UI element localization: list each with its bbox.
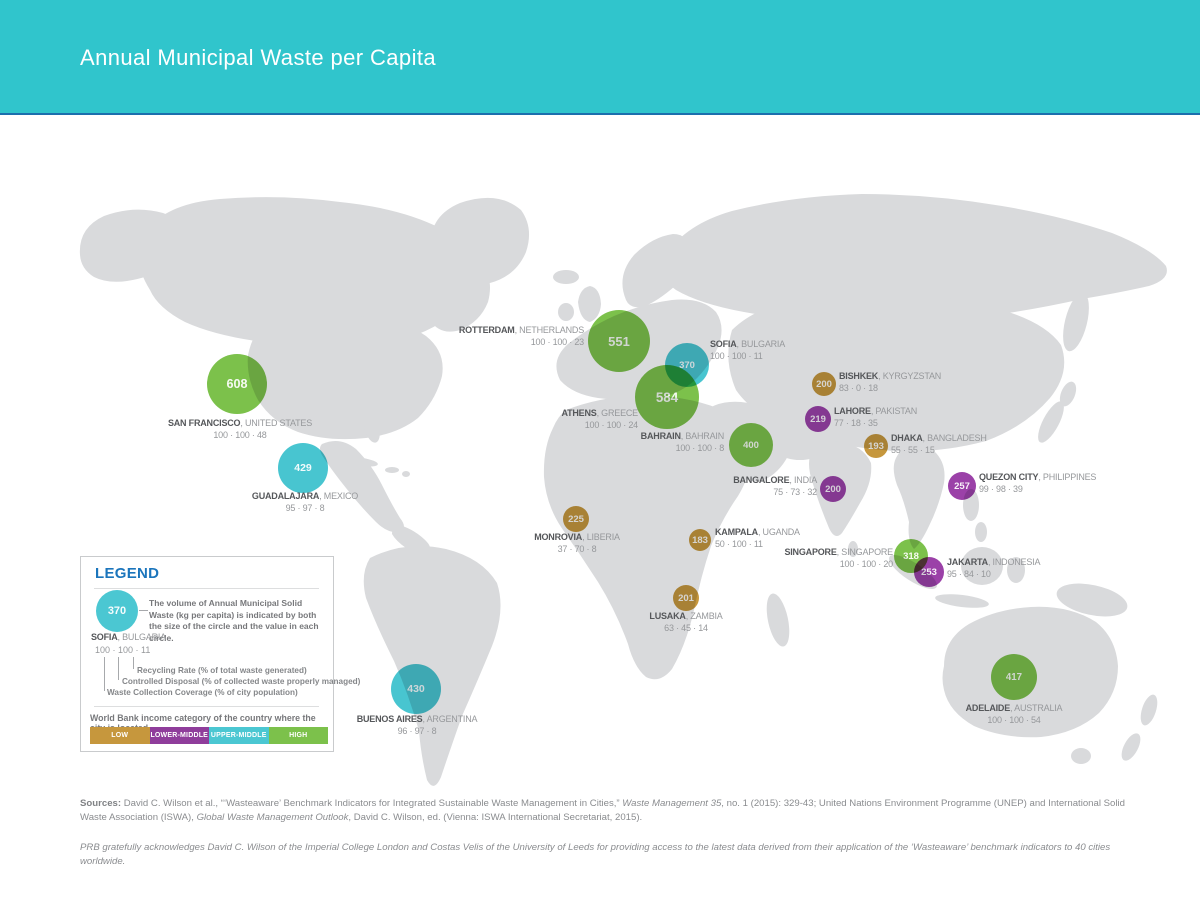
legend-metric-disposal: Controlled Disposal (% of collected wast… [122, 677, 361, 686]
acknowledgement-text: PRB gratefully acknowledges David C. Wil… [80, 842, 1111, 868]
income-segment-lower-middle: LOWER-MIDDLE [149, 727, 209, 744]
city-label-athens: ATHENS, GREECE 100 · 100 · 24 [561, 408, 638, 430]
legend-example-stats: 100 · 100 · 11 [95, 645, 151, 655]
city-bubble-monrovia: 225 [563, 506, 589, 532]
income-segment-upper-middle: UPPER-MIDDLE [209, 727, 269, 744]
city-label-lusaka: LUSAKA, ZAMBIA 63 · 45 · 14 [649, 611, 723, 633]
city-label-dhaka: DHAKA, BANGLADESH 55 · 55 · 15 [891, 433, 987, 455]
city-bubble-bishkek: 200 [812, 372, 836, 396]
city-bubble-san-francisco: 608 [207, 354, 267, 414]
page-title: Annual Municipal Waste per Capita [80, 45, 437, 70]
city-bubble-jakarta: 253 [914, 557, 944, 587]
city-bubble-lusaka: 201 [673, 585, 699, 611]
city-label-kampala: KAMPALA, UGANDA 50 · 100 · 11 [715, 527, 800, 549]
legend-metric-coverage: Waste Collection Coverage (% of city pop… [107, 688, 298, 697]
city-label-buenos-aires: BUENOS AIRES, ARGENTINA 96 · 97 · 8 [356, 714, 478, 736]
city-label-singapore: SINGAPORE, SINGAPORE 100 · 100 · 20 [784, 547, 893, 569]
legend-divider-top [94, 588, 319, 589]
map-greenland [430, 197, 530, 285]
legend-title: LEGEND [95, 565, 160, 582]
legend-connector-recycling [133, 657, 134, 669]
city-label-lahore: LAHORE, PAKISTAN 77 · 18 · 35 [834, 406, 917, 428]
map-africa [543, 395, 752, 680]
city-bubble-sofia: 370 [665, 343, 709, 387]
city-bubble-adelaide: 417 [991, 654, 1037, 700]
map-usa [247, 315, 443, 440]
city-label-bishkek: BISHKEK, KYRGYZSTAN 83 · 0 · 18 [839, 371, 942, 393]
city-label-adelaide: ADELAIDE, AUSTRALIA 100 · 100 · 54 [965, 703, 1063, 725]
income-segment-high: HIGH [268, 727, 328, 744]
city-bubble-dhaka: 193 [864, 434, 888, 458]
map-canada [138, 197, 472, 347]
income-bar: LOW LOWER-MIDDLE UPPER-MIDDLE HIGH [90, 727, 328, 744]
map-south-america [363, 546, 501, 786]
city-label-jakarta: JAKARTA, INDONESIA 95 · 84 · 10 [947, 557, 1041, 579]
legend-connector-coverage [104, 657, 105, 691]
city-bubble-rotterdam: 551 [588, 310, 650, 372]
legend-divider-bottom [94, 706, 319, 707]
city-bubble-guadalajara: 429 [278, 443, 328, 493]
city-label-rotterdam: ROTTERDAM, NETHERLANDS 100 · 100 · 23 [458, 325, 584, 347]
city-bubble-bahrain: 400 [729, 423, 773, 467]
city-label-sofia: SOFIA, BULGARIA 100 · 100 · 11 [710, 339, 786, 361]
city-label-bahrain: BAHRAIN, BAHRAIN 100 · 100 · 8 [640, 431, 725, 453]
map-mexico [320, 440, 404, 533]
income-segment-low: LOW [90, 727, 150, 744]
city-label-guadalajara: GUADALAJARA, MEXICO 95 · 97 · 8 [251, 491, 359, 513]
city-label-quezon-city: QUEZON CITY, PHILIPPINES 99 · 98 · 39 [979, 472, 1097, 494]
legend: LEGEND 370 The volume of Annual Municipa… [80, 556, 360, 752]
legend-example-city: SOFIA, BULGARIA [91, 632, 167, 642]
sources-text: Sources: David C. Wilson et al., “‘Waste… [80, 798, 1125, 824]
city-bubble-kampala: 183 [689, 529, 711, 551]
city-label-bangalore: BANGALORE, INDIA 75 · 73 · 32 [733, 475, 817, 497]
map-indochina [893, 444, 945, 549]
legend-connector-disposal [118, 657, 119, 680]
city-bubble-quezon-city: 257 [948, 472, 976, 500]
city-bubble-buenos-aires: 430 [391, 664, 441, 714]
legend-pointer-line [139, 610, 148, 611]
city-bubble-lahore: 219 [805, 406, 831, 432]
legend-metric-recycling: Recycling Rate (% of total waste generat… [137, 666, 307, 675]
map-russia [661, 194, 1167, 323]
legend-circle-note: The volume of Annual Municipal Solid Was… [149, 598, 319, 643]
header-band: Annual Municipal Waste per Capita [0, 0, 1200, 115]
city-bubble-bangalore: 200 [820, 476, 846, 502]
legend-example-bubble: 370 [96, 590, 138, 632]
city-label-san-francisco: SAN FRANCISCO, UNITED STATES 100 · 100 · … [167, 418, 313, 440]
city-label-monrovia: MONROVIA, LIBERIA 37 · 70 · 8 [534, 532, 620, 554]
